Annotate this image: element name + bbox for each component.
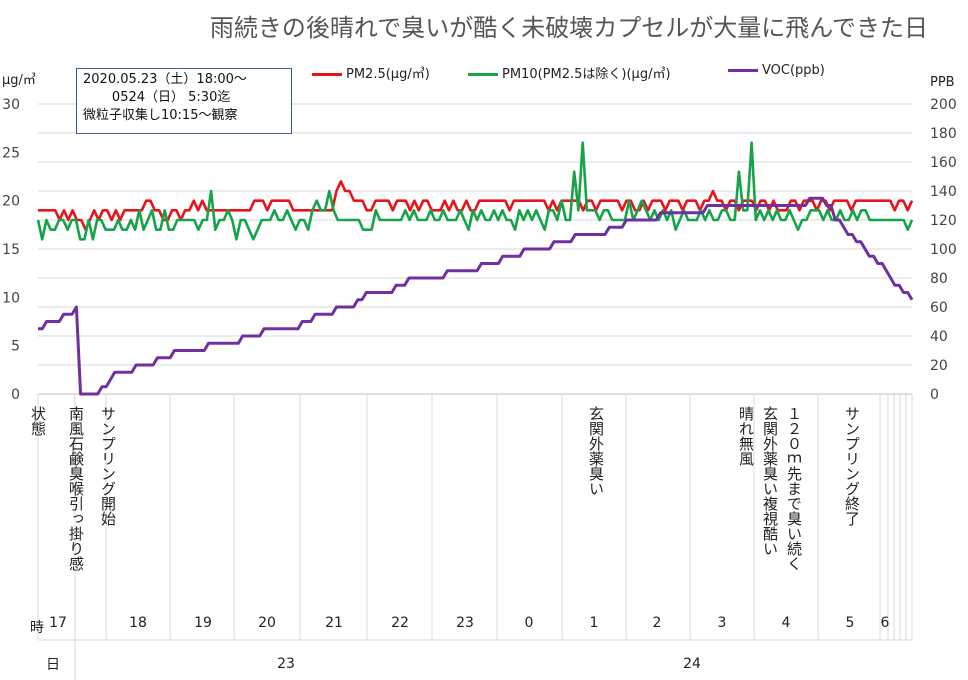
event-note-6: サンプリング終了 <box>843 406 861 526</box>
hour-20: 20 <box>258 615 276 631</box>
bottom-table: 状態 南風石鹸臭喉引っ掛り感 サンプリング開始 玄関外薬臭い 晴れ無風 １２０ｍ先まで臭い… <box>29 394 913 680</box>
hour-2: 2 <box>653 615 662 631</box>
series-line-2 <box>38 196 914 396</box>
event-note-5: 玄関外薬臭い複視酷い <box>761 406 779 556</box>
right-tick-label: 140 <box>930 184 957 200</box>
hour-5: 5 <box>846 615 855 631</box>
annotation-line-3: 微粒子収集し10:15～観察 <box>83 108 238 123</box>
hour-3: 3 <box>718 615 727 631</box>
left-tick-label: 5 <box>11 339 20 355</box>
annotation-box: 2020.05.23（土）18:00～ 0524（日） 5:30迄 微粒子収集し… <box>76 68 292 134</box>
legend-item-pm10: PM10(PM2.5は除く)(μg/㎥) <box>468 63 671 82</box>
left-tick-label: 0 <box>11 387 20 403</box>
left-axis-label: μg/㎥ <box>2 73 36 88</box>
right-tick-label: 100 <box>930 242 957 258</box>
event-note-0: 南風石鹸臭喉引っ掛り感 <box>67 406 85 571</box>
right-tick-label: 40 <box>930 329 948 345</box>
right-axis: 0 20 40 60 80 100 120 140 160 180 200 PPB <box>930 75 957 403</box>
right-tick-label: 60 <box>930 300 948 316</box>
legend-label-pm25: PM2.5(μg/㎥) <box>346 67 430 82</box>
hour-19: 19 <box>194 615 212 631</box>
legend-swatch-pm25 <box>312 73 342 76</box>
event-note-2: 玄関外薬臭い <box>587 406 605 496</box>
right-tick-label: 180 <box>930 126 957 142</box>
series-lines <box>36 141 914 396</box>
legend-label-voc: VOC(ppb) <box>762 63 825 78</box>
right-tick-label: 120 <box>930 213 957 229</box>
hour-label: 時 <box>30 620 44 636</box>
gridlines <box>38 103 912 395</box>
right-tick-label: 200 <box>930 97 957 113</box>
hour-17: 17 <box>49 615 67 631</box>
legend-swatch-pm10 <box>468 73 498 76</box>
legend-item-voc: VOC(ppb) <box>728 63 825 78</box>
legend-item-pm25: PM2.5(μg/㎥) <box>312 63 430 82</box>
day-23: 23 <box>277 656 295 672</box>
event-note-1: サンプリング開始 <box>99 406 117 526</box>
left-axis: 0 5 10 15 20 25 30 μg/㎥ <box>2 73 36 403</box>
right-axis-label: PPB <box>930 75 955 90</box>
left-tick-label: 25 <box>2 145 20 161</box>
chart-title: 雨続きの後晴れで臭いが酷く未破壊カプセルが大量に飛んできた日 <box>209 14 928 42</box>
hour-23: 23 <box>456 615 474 631</box>
left-tick-label: 10 <box>2 290 20 306</box>
hour-1: 1 <box>590 615 599 631</box>
event-note-4: １２０ｍ先まで臭い続く <box>785 406 803 571</box>
hour-6: 6 <box>881 615 890 631</box>
left-tick-label: 20 <box>2 194 20 210</box>
hour-18: 18 <box>129 615 147 631</box>
right-tick-label: 20 <box>930 358 948 374</box>
right-tick-label: 80 <box>930 271 948 287</box>
legend-swatch-voc <box>728 69 758 72</box>
hour-4: 4 <box>782 615 791 631</box>
right-tick-label: 160 <box>930 155 957 171</box>
annotation-line-2: 0524（日） 5:30迄 <box>83 90 231 105</box>
hour-0: 0 <box>525 615 534 631</box>
event-note-3: 晴れ無風 <box>737 406 755 467</box>
status-label: 状態 <box>29 406 47 436</box>
day-24: 24 <box>683 656 701 672</box>
series-line-0 <box>38 180 914 231</box>
hour-22: 22 <box>391 615 409 631</box>
hour-21: 21 <box>325 615 343 631</box>
right-tick-label: 0 <box>930 387 939 403</box>
annotation-line-1: 2020.05.23（土）18:00～ <box>83 72 247 87</box>
left-tick-label: 15 <box>2 242 20 258</box>
day-label: 日 <box>46 657 60 673</box>
left-tick-label: 30 <box>2 97 20 113</box>
legend-label-pm10: PM10(PM2.5は除く)(μg/㎥) <box>502 67 671 82</box>
series-line-1 <box>36 141 914 241</box>
